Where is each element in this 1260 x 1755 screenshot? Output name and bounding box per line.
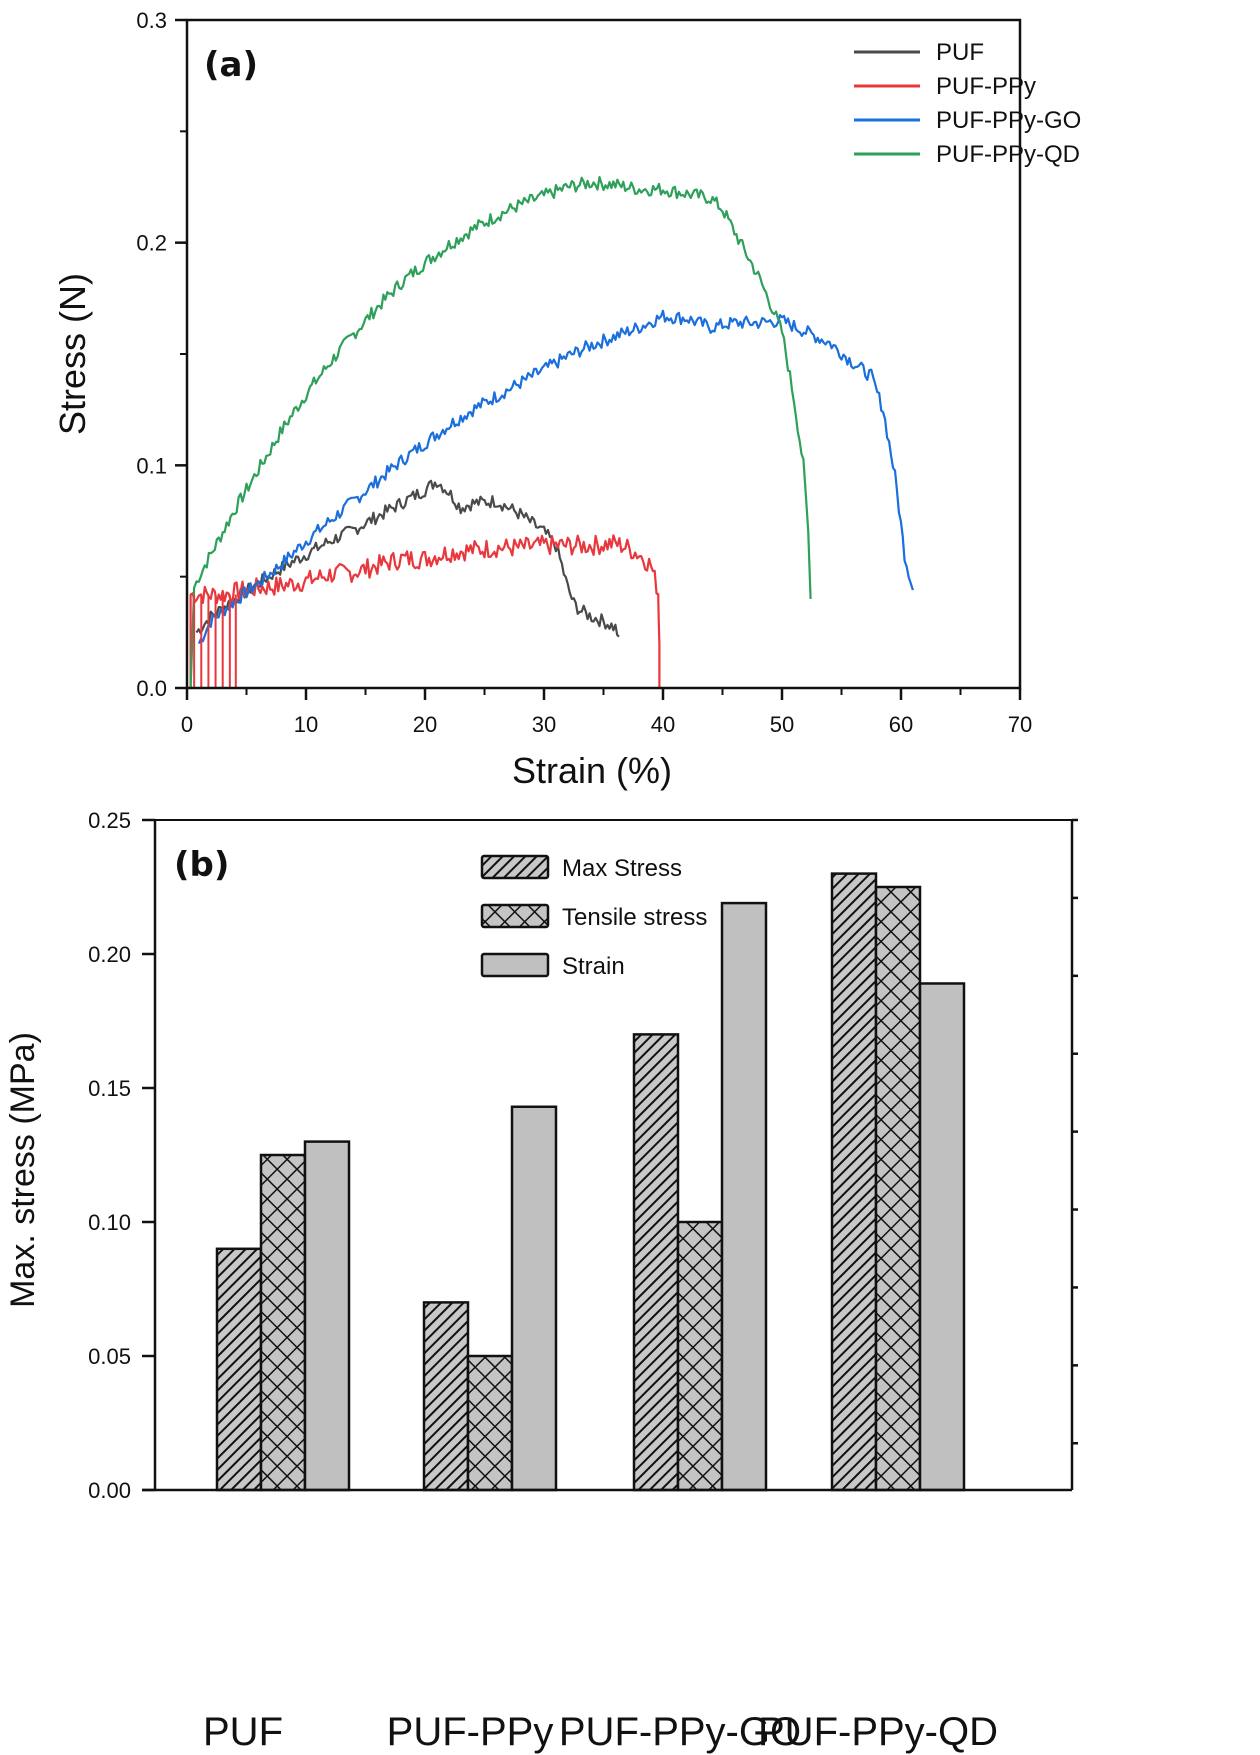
legend-label: PUF-PPy [936, 73, 1036, 100]
y-tick-label: 0.05 [88, 1344, 131, 1369]
legend-label: PUF-PPy-QD [936, 141, 1080, 168]
y-axis-ticks: 0.00 0.05 0.10 0.15 0.20 0.25 [88, 808, 1078, 1503]
legend: Max Stress Tensile stress Strain [480, 854, 707, 980]
bar-strain-puf [303, 1140, 351, 1492]
x-tick-label: 50 [770, 712, 794, 737]
y-tick-label: 0.00 [88, 1478, 131, 1503]
y-tick-label: 0.15 [88, 1076, 131, 1101]
x-axis-ticks: 0 10 20 30 40 50 60 70 [181, 688, 1032, 737]
legend: PUF PUF-PPy PUF-PPy-GO PUF-PPy-QD [854, 39, 1081, 168]
bar-tensile-stress-puf-ppy-go [676, 1220, 724, 1492]
panel-b-bar-chart: 0.000.050.100.150.200.25 PUF PUF-PPy PUF-P… [4, 808, 1078, 1754]
bar-max-stress-puf-ppy [422, 1301, 470, 1492]
panel-a-stress-strain-chart: 0 10 20 30 40 50 60 70 0.0 0.1 0.2 0.3 (a) Strain … [52, 8, 1081, 791]
bar-tensile-stress-puf-ppy-qd [874, 885, 922, 1492]
bar-tensile-stress-puf [259, 1153, 307, 1492]
category-label: PUF [203, 1710, 283, 1754]
y-axis-ticks: 0.0 0.1 0.2 0.3 [136, 8, 187, 701]
y-tick-label: 0.0 [136, 676, 167, 701]
category-label: PUF-PPy [387, 1710, 554, 1754]
bars [215, 872, 966, 1492]
legend-label: Max Stress [562, 855, 682, 882]
legend-label: Tensile stress [562, 904, 707, 931]
x-tick-label: 40 [651, 712, 675, 737]
panel-label: (b) [174, 845, 229, 885]
panel-label: (a) [204, 45, 258, 85]
bar-max-stress-puf-ppy-go [632, 1033, 680, 1492]
legend-label: PUF [936, 39, 984, 66]
y-axis-title: Max. stress (MPa) [4, 1032, 42, 1308]
x-tick-label: 10 [294, 712, 318, 737]
y-tick-label: 0.20 [88, 942, 131, 967]
series-line-puf-ppy [189, 534, 661, 688]
series-line-puf-ppy-qd [189, 176, 812, 689]
bar-max-stress-puf [215, 1247, 263, 1492]
legend-swatch [480, 854, 550, 880]
category-label: PUF-PPy-GO [559, 1710, 801, 1754]
bar-max-stress-puf-ppy-qd [830, 872, 878, 1492]
category-label: PUF-PPy-QD [758, 1710, 998, 1754]
x-axis-title: Strain (%) [512, 750, 672, 791]
x-tick-label: 30 [532, 712, 556, 737]
bar-strain-puf-ppy [510, 1105, 558, 1492]
y-tick-label: 0.3 [136, 8, 167, 33]
x-tick-label: 70 [1008, 712, 1032, 737]
legend-swatch [480, 952, 550, 978]
x-tick-label: 60 [889, 712, 913, 737]
plot-area [189, 176, 914, 689]
y-tick-label: 0.1 [136, 453, 167, 478]
series-line-puf-ppy-go [197, 309, 914, 645]
x-tick-label: 0 [181, 712, 193, 737]
x-tick-label: 20 [413, 712, 437, 737]
bar-strain-puf-ppy-qd [918, 982, 966, 1492]
legend-label: PUF-PPy-GO [936, 107, 1081, 134]
legend-swatch [480, 903, 550, 929]
legend-label: Strain [562, 953, 625, 980]
y-tick-label: 0.25 [88, 808, 131, 833]
y-tick-label: 0.10 [88, 1210, 131, 1235]
y-tick-label: 0.2 [136, 231, 167, 256]
y-axis-title: Stress (N) [52, 273, 93, 435]
bar-tensile-stress-puf-ppy [466, 1354, 514, 1492]
bar-strain-puf-ppy-go [720, 901, 768, 1492]
